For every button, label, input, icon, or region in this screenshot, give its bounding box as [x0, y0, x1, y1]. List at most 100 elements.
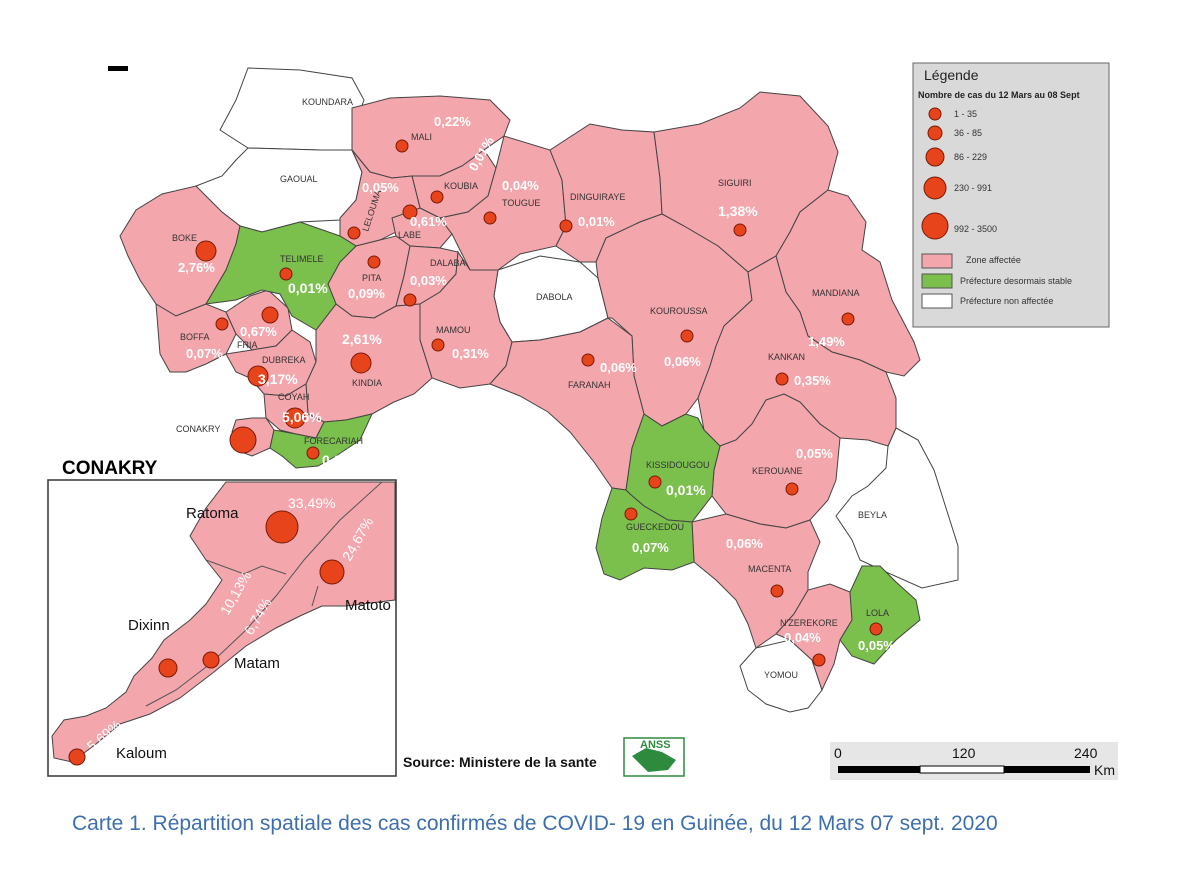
inset-name-dixinn: Dixinn — [128, 617, 170, 634]
name-boke: BOKE — [172, 233, 197, 243]
pct-gueckedou: 0,07% — [632, 540, 669, 555]
pct-dalaba: 0,03% — [410, 273, 447, 288]
pct-kerouane: 0,05% — [796, 446, 833, 461]
circle-kerouane — [785, 482, 799, 496]
inset-border-2 — [205, 559, 287, 575]
circle-kouroussa — [680, 329, 694, 343]
scale-bar: 0 120 240 Km — [830, 742, 1118, 780]
case-circles — [195, 139, 883, 667]
name-dubreka: DUBREKA — [262, 355, 306, 365]
guinea-covid-map: KOUNDARA GAOUAL MALI KOUBIA LELOUMA LABE… — [47, 62, 1118, 780]
name-mamou: MAMOU — [436, 325, 471, 335]
prefectures-layer — [119, 67, 959, 713]
pct-mamou: 0,31% — [452, 346, 489, 361]
inset-name-matoto: Matoto — [345, 597, 391, 614]
circle-nzerekore — [812, 653, 826, 667]
legend-circle-2 — [927, 125, 943, 141]
name-tougue: TOUGUE — [502, 198, 540, 208]
prefecture-percents: 0,22% 0,01% 0,05% 0,61% 0,04% 0,01% 1,38… — [178, 114, 895, 653]
circle-coyah — [284, 407, 306, 429]
circle-conakry — [229, 426, 257, 454]
circle-kissidougou — [648, 475, 662, 489]
name-kerouane: KEROUANE — [752, 466, 803, 476]
pct-labe: 0,61% — [410, 214, 447, 229]
legend-swatch-unaffected — [921, 293, 953, 309]
legend-unaffected: Préfecture non affectée — [960, 296, 1053, 306]
pct-lelouma: 0,05% — [362, 180, 399, 195]
circle-dubreka — [247, 365, 269, 387]
circle-kindia — [350, 352, 372, 374]
legend-title: Légende — [924, 67, 979, 83]
legend: Légende Nombre de cas du 12 Mars au 08 S… — [912, 62, 1110, 328]
pct-tougue: 0,04% — [502, 178, 539, 193]
name-gaoual: GAOUAL — [280, 174, 318, 184]
conakry-inset: CONAKRY Ratoma Matoto Dixinn Matam Kalou… — [47, 458, 397, 777]
legend-stable: Préfecture desormais stable — [960, 276, 1072, 286]
region-lola — [839, 565, 921, 665]
pct-boffa: 0,07% — [186, 346, 223, 361]
inset-peninsula — [51, 481, 396, 763]
name-kankan: KANKAN — [768, 352, 805, 362]
region-gueckedou — [595, 487, 695, 581]
name-boffa: BOFFA — [180, 332, 210, 342]
scale-unit: Km — [1094, 762, 1115, 778]
name-dinguiraye: DINGUIRAYE — [570, 192, 625, 202]
circle-boffa — [215, 317, 229, 331]
circle-mandiana — [841, 312, 855, 326]
inset-border-1 — [145, 481, 383, 707]
legend-size-3: 86 - 229 — [954, 152, 987, 162]
name-yomou: YOMOU — [764, 670, 798, 680]
name-koundara: KOUNDARA — [302, 97, 353, 107]
pct-fria: 0,67% — [240, 324, 277, 339]
pct-boke: 2,76% — [178, 260, 215, 275]
scale-tick-0: 0 — [834, 745, 842, 761]
pct-dubreka: 3,17% — [258, 371, 298, 387]
region-beyla — [835, 427, 959, 589]
circle-boke — [195, 240, 217, 262]
pct-telimele: 0,01% — [288, 280, 328, 296]
name-mali: MALI — [411, 132, 432, 142]
name-labe: LABE — [398, 230, 421, 240]
circle-dalaba — [403, 293, 417, 307]
circle-macenta — [770, 584, 784, 598]
pct-faranah: 0,06% — [600, 360, 637, 375]
pct-pita: 0,09% — [348, 286, 385, 301]
circle-fria — [261, 306, 279, 324]
prefecture-names: KOUNDARA GAOUAL MALI KOUBIA LELOUMA LABE… — [172, 97, 889, 680]
scale-seg-3 — [1004, 766, 1090, 773]
name-forecariah: FORECARIAH — [304, 436, 363, 446]
region-kerouane — [711, 393, 841, 529]
circle-gueckedou — [624, 507, 638, 521]
pct-siguiri: 1,38% — [718, 203, 758, 219]
legend-size-2: 36 - 85 — [954, 128, 982, 138]
legend-affected: Zone affectée — [966, 255, 1021, 265]
name-kissidougou: KISSIDOUGOU — [646, 460, 710, 470]
pct-kissidougou: 0,01% — [666, 482, 706, 498]
legend-size-1: 1 - 35 — [954, 109, 977, 119]
circle-lola — [869, 622, 883, 636]
pct-mandiana: 1,49% — [808, 334, 845, 349]
name-koubia: KOUBIA — [444, 181, 478, 191]
scale-seg-1 — [838, 766, 920, 773]
circle-mamou — [431, 338, 445, 352]
region-forecariah — [269, 413, 373, 469]
name-mandiana: MANDIANA — [812, 288, 860, 298]
circle-siguiri — [733, 223, 747, 237]
circle-pita — [367, 255, 381, 269]
scale-seg-2 — [919, 765, 1005, 774]
name-macenta: MACENTA — [748, 564, 791, 574]
pct-mali: 0,22% — [434, 114, 471, 129]
name-dabola: DABOLA — [536, 292, 573, 302]
circle-dinguiraye — [559, 219, 573, 233]
legend-subtitle: Nombre de cas du 12 Mars au 08 Sept — [918, 90, 1080, 100]
pct-kankan: 0,35% — [794, 373, 831, 388]
source-text: Source: Ministere de la sante — [403, 754, 597, 770]
name-kindia: KINDIA — [352, 378, 382, 388]
pct-lola: 0,05% — [858, 638, 895, 653]
pct-kouroussa: 0,06% — [664, 354, 701, 369]
name-kouroussa: KOUROUSSA — [650, 306, 708, 316]
legend-circle-1 — [928, 107, 942, 121]
legend-circle-4 — [923, 176, 947, 200]
pct-forecariah: 0,02% — [322, 452, 362, 468]
name-siguiri: SIGUIRI — [718, 178, 752, 188]
